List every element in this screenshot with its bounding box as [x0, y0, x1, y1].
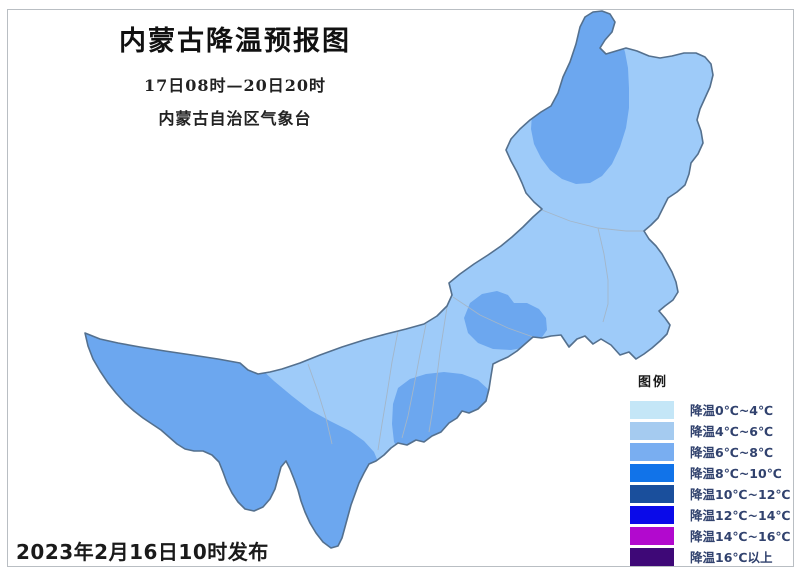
cooling-zone-south-central	[392, 372, 492, 452]
legend-label: 降温14℃~16℃	[690, 529, 791, 544]
legend-item: 降温4℃~6℃	[630, 420, 792, 441]
region-outline	[84, 10, 714, 549]
legend-label: 降温4℃~6℃	[690, 424, 774, 439]
cooling-zone-northeast	[531, 11, 629, 184]
forecast-period: 17日08时—20日20时	[143, 76, 327, 96]
legend-swatch-4-6	[630, 421, 674, 440]
league-boundaries	[307, 209, 645, 451]
legend-item: 降温8℃~10℃	[630, 462, 792, 483]
legend-title: 图例	[638, 375, 669, 390]
legend-label: 降温10℃~12℃	[690, 487, 791, 502]
legend-item: 降温12℃~14℃	[630, 504, 792, 525]
legend-swatch-16-plus	[630, 547, 674, 566]
legend-label: 降温16℃以上	[690, 550, 773, 565]
agency-name: 内蒙古自治区气象台	[158, 109, 312, 129]
legend-swatch-12-14	[630, 505, 674, 524]
publish-time: 2023年2月16日10时发布	[16, 540, 269, 564]
cooling-zone-central	[464, 291, 547, 350]
legend-swatch-0-4	[630, 400, 674, 419]
page-title: 内蒙古降温预报图	[119, 26, 351, 57]
legend-item: 降温10℃~12℃	[630, 483, 792, 504]
legend-item: 降温16℃以上	[630, 546, 792, 567]
legend-label: 降温6℃~8℃	[690, 445, 774, 460]
cooling-zone-west	[85, 295, 382, 548]
map-header: 内蒙古降温预报图 17日08时—20日20时 内蒙古自治区气象台	[90, 26, 380, 129]
legend-item: 降温6℃~8℃	[630, 441, 792, 462]
legend-label: 降温8℃~10℃	[690, 466, 782, 481]
legend-label: 降温0℃~4℃	[690, 403, 774, 418]
legend-label: 降温12℃~14℃	[690, 508, 791, 523]
legend: 图例 降温0℃~4℃ 降温4℃~6℃ 降温6℃~8℃ 降温8℃~10℃ 降温10…	[630, 371, 792, 567]
legend-swatch-6-8	[630, 442, 674, 461]
legend-swatch-14-16	[630, 526, 674, 545]
legend-swatch-10-12	[630, 484, 674, 503]
legend-item: 降温0℃~4℃	[630, 399, 792, 420]
legend-item: 降温14℃~16℃	[630, 525, 792, 546]
legend-swatch-8-10	[630, 463, 674, 482]
